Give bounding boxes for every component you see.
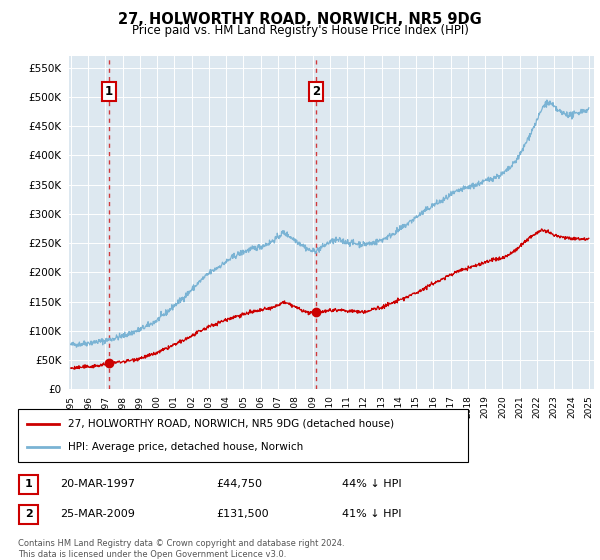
FancyBboxPatch shape xyxy=(18,409,468,462)
Text: £131,500: £131,500 xyxy=(216,509,269,519)
Text: HPI: Average price, detached house, Norwich: HPI: Average price, detached house, Norw… xyxy=(67,442,303,452)
Text: 20-MAR-1997: 20-MAR-1997 xyxy=(60,479,135,489)
Text: 41% ↓ HPI: 41% ↓ HPI xyxy=(342,509,401,519)
Text: Contains HM Land Registry data © Crown copyright and database right 2024.
This d: Contains HM Land Registry data © Crown c… xyxy=(18,539,344,559)
Text: 25-MAR-2009: 25-MAR-2009 xyxy=(60,509,135,519)
Text: 1: 1 xyxy=(25,479,32,489)
Text: 27, HOLWORTHY ROAD, NORWICH, NR5 9DG: 27, HOLWORTHY ROAD, NORWICH, NR5 9DG xyxy=(118,12,482,27)
FancyBboxPatch shape xyxy=(19,475,38,494)
Text: £44,750: £44,750 xyxy=(216,479,262,489)
Text: 2: 2 xyxy=(313,85,320,97)
Text: 44% ↓ HPI: 44% ↓ HPI xyxy=(342,479,401,489)
Text: 27, HOLWORTHY ROAD, NORWICH, NR5 9DG (detached house): 27, HOLWORTHY ROAD, NORWICH, NR5 9DG (de… xyxy=(67,419,394,429)
Text: 1: 1 xyxy=(105,85,113,97)
FancyBboxPatch shape xyxy=(19,505,38,524)
Text: Price paid vs. HM Land Registry's House Price Index (HPI): Price paid vs. HM Land Registry's House … xyxy=(131,24,469,36)
Text: 2: 2 xyxy=(25,509,32,519)
